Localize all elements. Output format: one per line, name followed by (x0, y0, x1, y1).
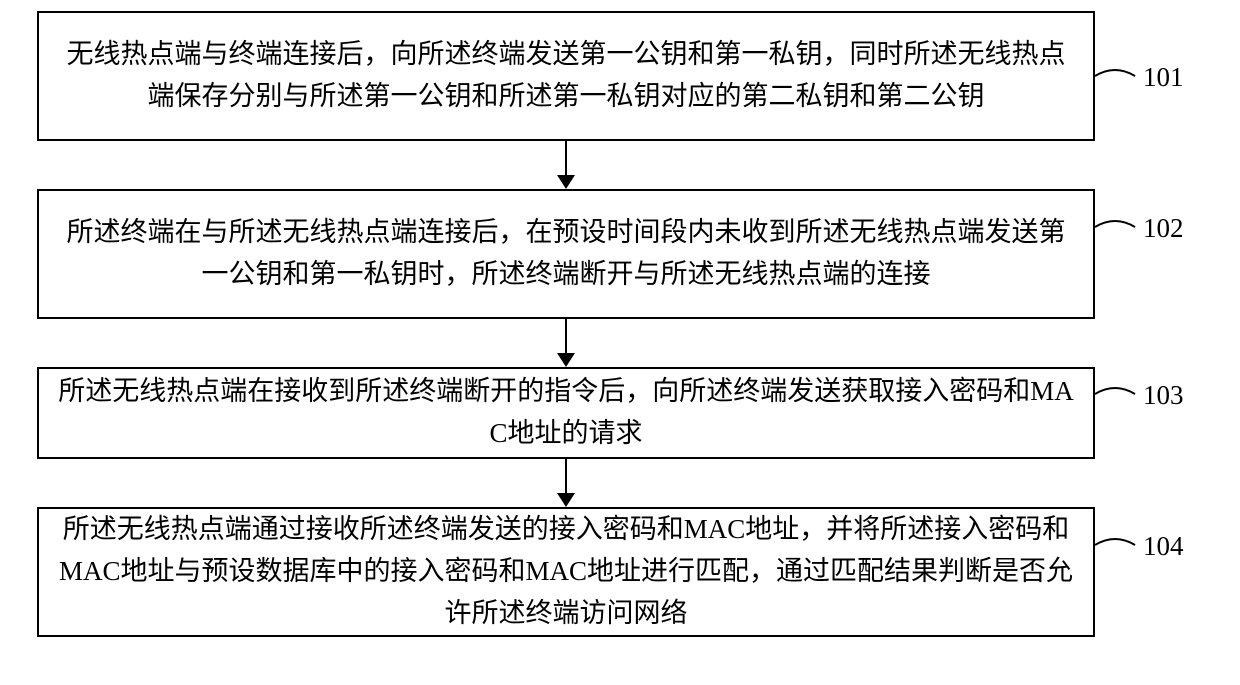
flow-arrow (0, 0, 1240, 685)
flowchart-canvas: 无线热点端与终端连接后，向所述终端发送第一公钥和第一私钥，同时所述无线热点端保存… (0, 0, 1240, 685)
